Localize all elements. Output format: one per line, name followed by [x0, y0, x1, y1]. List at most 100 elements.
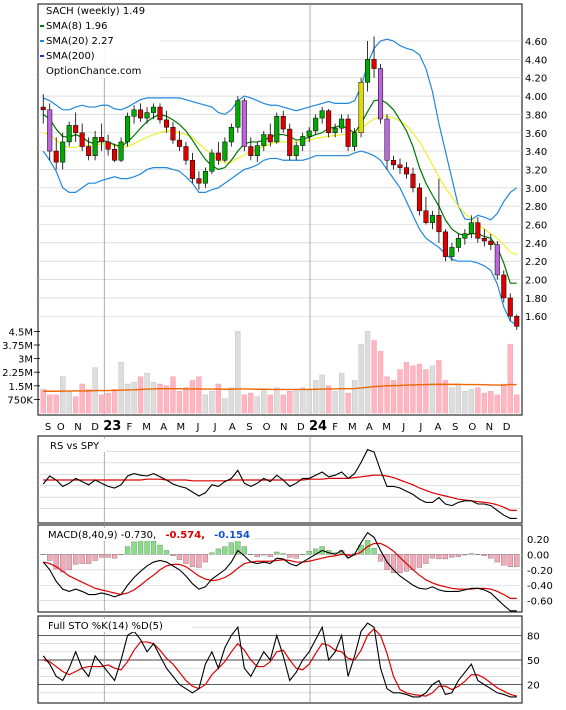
macd-histogram-bar [442, 554, 449, 560]
candle-body [332, 127, 338, 134]
macd-histogram-bar [222, 546, 228, 555]
x-tick-label: S [45, 422, 51, 433]
candle-body [319, 110, 325, 119]
volume-bar [66, 391, 72, 414]
volume-bar [449, 387, 455, 414]
volume-bar [468, 389, 475, 414]
candle-body [254, 145, 260, 156]
sto-tick-label: 50 [527, 656, 540, 667]
macd-histogram-bar [475, 554, 481, 555]
x-tick-label: M [382, 422, 391, 433]
macd-histogram-bar [183, 554, 189, 564]
candle-body [475, 222, 481, 239]
macd-label-signal: -0.574, [165, 530, 205, 541]
candle-body [40, 106, 46, 111]
volume-bar [319, 374, 325, 414]
volume-bar [248, 392, 254, 414]
volume-bar [338, 372, 345, 414]
candle-body [66, 125, 72, 143]
macd-histogram-bar [228, 542, 234, 555]
price-tick-label: 4.00 [525, 92, 547, 103]
macd-signal-line [43, 542, 517, 599]
volume-bar [157, 383, 163, 414]
candle-body [365, 59, 371, 83]
macd-histogram-bar [280, 553, 286, 555]
candle-body [157, 106, 163, 121]
macd-histogram-bar [137, 540, 144, 555]
macd-histogram-bar [40, 554, 46, 555]
candle-body [468, 222, 474, 234]
volume-ma-line [43, 383, 517, 392]
candle-body [436, 215, 442, 233]
candle-body [280, 115, 286, 130]
macd-histogram-bar [423, 554, 429, 564]
x-tick-label: N [74, 422, 81, 433]
volume-bar [494, 394, 500, 414]
macd-histogram-bar [176, 554, 183, 560]
candle-body [494, 244, 500, 276]
volume-bar [85, 389, 92, 414]
macd-histogram-bar [189, 554, 196, 567]
macd-histogram-bar [287, 554, 293, 558]
volume-bar [183, 387, 189, 414]
price-tick-label: 4.20 [525, 74, 547, 85]
volume-bar [410, 365, 416, 414]
macd-histogram-bar [170, 554, 176, 556]
x-tick-label: J [418, 422, 422, 433]
x-tick-label: O [468, 422, 476, 433]
macd-histogram-bar [248, 554, 254, 555]
macd-tick-label: -0.40 [527, 581, 553, 592]
candle-body [274, 115, 280, 143]
macd-histogram-bar [73, 554, 79, 565]
volume-bar [131, 381, 137, 414]
bollinger-upper-line [43, 38, 518, 221]
candle-body [163, 119, 170, 128]
price-tick-label: 1.60 [525, 312, 547, 323]
candle-body [293, 145, 299, 156]
macd-histogram-bar [92, 554, 98, 561]
candle-body [73, 125, 79, 134]
volume-bar [293, 389, 299, 414]
volume-bar [163, 385, 170, 414]
volume-bar [189, 380, 196, 414]
candle-body [53, 150, 59, 163]
candle-body [118, 141, 124, 161]
price-axis: 4.60 4.40 4.20 4.00 3.80 3.60 3.40 3.20 3.00 2.80… [525, 37, 547, 323]
price-tick-label: 2.00 [525, 276, 547, 287]
candle-body [170, 126, 176, 141]
volume-bar [325, 385, 332, 414]
macd-histogram-bar [53, 554, 59, 570]
candle-body [339, 118, 345, 129]
x-tick-label: J [401, 422, 405, 433]
volume-bar [436, 360, 442, 414]
price-tick-label: 2.60 [525, 220, 547, 231]
macd-histogram-bar [131, 541, 137, 555]
x-tick-label: D [297, 422, 305, 433]
x-tick-label: F [127, 422, 133, 433]
candle-body [449, 247, 455, 257]
x-tick-label: M [348, 422, 357, 433]
volume-bar [300, 387, 306, 414]
sto-series [42, 622, 517, 698]
volume-tick-label: 1.5M [8, 382, 33, 393]
macd-tick-label: -0.20 [527, 566, 553, 577]
candle-body [228, 126, 234, 143]
candle-body [241, 100, 247, 147]
candle-body [196, 178, 202, 184]
price-series [40, 36, 520, 330]
candle-body [215, 152, 221, 161]
x-tick-label: M [142, 422, 151, 433]
macd-histogram-bar [300, 554, 306, 555]
volume-bar [118, 362, 124, 414]
sto-tick-label: 80 [527, 631, 540, 642]
price-tick-label: 2.80 [525, 202, 547, 213]
macd-histogram-bar [209, 552, 215, 555]
candle-body [125, 115, 131, 143]
volume-tick-label: 2.25M [2, 368, 33, 379]
volume-bars [40, 331, 520, 414]
price-tick-label: 3.80 [525, 110, 547, 121]
volume-bar [514, 394, 520, 414]
volume-bar [377, 351, 384, 414]
volume-bar [222, 398, 228, 414]
